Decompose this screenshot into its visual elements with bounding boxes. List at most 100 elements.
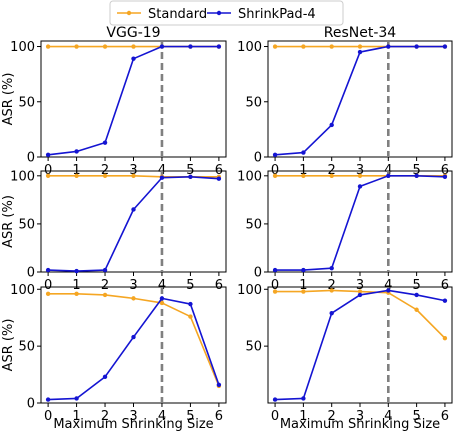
y-tick-label: 0	[27, 151, 35, 166]
y-tick-label: 100	[10, 283, 35, 298]
x-tick-label: 3	[356, 409, 364, 424]
data-point	[301, 267, 306, 273]
data-point	[188, 44, 193, 49]
y-tick-label: 0	[27, 397, 35, 412]
data-point	[272, 397, 278, 402]
data-point	[329, 265, 334, 271]
data-point	[188, 301, 193, 307]
data-point	[74, 396, 79, 401]
y-axis-label: ASR (%)	[1, 319, 16, 372]
data-point	[102, 267, 108, 273]
data-point	[357, 44, 363, 49]
data-point	[159, 300, 165, 306]
data-point	[159, 175, 165, 180]
y-axis-label: ASR (%)	[1, 195, 16, 248]
series-line	[48, 293, 220, 387]
y-tick-label: 100	[237, 40, 262, 55]
x-axis-label: Maximum Shrinking Size	[53, 417, 213, 432]
y-tick-label: 100	[10, 40, 35, 55]
data-point	[131, 56, 136, 61]
data-point	[272, 289, 278, 294]
series-line	[48, 297, 220, 401]
x-tick-label: 1	[299, 278, 307, 293]
chart-panel: 0 1 2 3 4 5 6 0 50 100 ASR (%)	[1, 169, 227, 293]
y-tick-label: 0	[27, 266, 35, 281]
y-tick-label: 50	[18, 217, 35, 232]
data-point	[45, 152, 51, 157]
data-point	[216, 382, 222, 388]
data-point	[414, 44, 419, 49]
data-point	[301, 173, 306, 179]
panel-title: VGG-19	[106, 25, 160, 41]
data-point	[329, 310, 334, 316]
data-point	[188, 314, 193, 319]
plot-frame	[267, 40, 453, 158]
plot-frame	[40, 286, 227, 404]
data-point	[272, 152, 278, 157]
series-line	[275, 175, 445, 271]
series-line	[275, 289, 446, 401]
y-tick-label: 50	[245, 340, 262, 355]
y-tick-label: 50	[245, 217, 262, 232]
data-point	[131, 173, 136, 179]
y-tick-label: 100	[237, 169, 262, 184]
y-tick-label: 100	[237, 283, 262, 298]
data-point	[301, 44, 306, 49]
data-point	[188, 174, 193, 179]
x-tick-label: 0	[271, 278, 279, 293]
y-tick-label: 0	[254, 266, 262, 281]
data-point	[357, 49, 363, 55]
data-point	[329, 122, 334, 128]
data-point	[74, 173, 79, 179]
legend: Standard ShrinkPad-4	[109, 0, 344, 26]
y-tick-label: 50	[245, 95, 262, 110]
data-point	[45, 397, 51, 402]
x-tick-label: 6	[215, 409, 223, 424]
data-point	[329, 288, 334, 293]
data-point	[45, 291, 51, 297]
data-point	[74, 268, 79, 274]
x-tick-label: 0	[44, 409, 52, 424]
y-axis-label: ASR (%)	[1, 73, 16, 126]
data-point	[74, 291, 79, 297]
legend-swatch-marker	[216, 10, 222, 16]
plot-frame	[40, 170, 227, 273]
data-point	[102, 44, 108, 49]
x-tick-label: 4	[384, 409, 392, 424]
data-point	[301, 396, 306, 401]
data-point	[442, 174, 448, 179]
x-tick-label: 0	[271, 409, 279, 424]
data-point	[442, 298, 448, 303]
data-point	[272, 173, 278, 179]
chart-panel: 0 1 2 3 4 5 6 50 100 Maximum Shrinking Size	[237, 283, 453, 432]
data-point	[442, 44, 448, 49]
legend-label: ShrinkPad-4	[238, 7, 316, 22]
x-tick-label: 1	[299, 409, 307, 424]
data-point	[131, 296, 136, 301]
x-tick-label: 2	[101, 278, 109, 293]
x-tick-label: 4	[158, 409, 166, 424]
x-tick-label: 6	[441, 278, 449, 293]
data-point	[131, 44, 136, 49]
data-point	[357, 173, 363, 179]
data-point	[45, 173, 51, 179]
data-point	[442, 335, 448, 341]
data-point	[357, 292, 363, 298]
y-tick-label: 0	[254, 151, 262, 166]
data-point	[74, 149, 79, 154]
data-point	[357, 289, 363, 294]
data-point	[329, 44, 334, 49]
data-point	[74, 44, 79, 49]
data-point	[414, 292, 419, 298]
data-point	[386, 44, 391, 49]
data-point	[301, 289, 306, 294]
series-line	[48, 45, 219, 156]
data-point	[386, 173, 391, 179]
legend-label: Standard	[148, 7, 207, 22]
series-line	[48, 175, 219, 272]
x-tick-label: 5	[412, 278, 420, 293]
chart-panel: 0 1 2 3 4 5 6 0 50 100 ASR (%) Maximum Shrinking Si…	[1, 283, 227, 432]
